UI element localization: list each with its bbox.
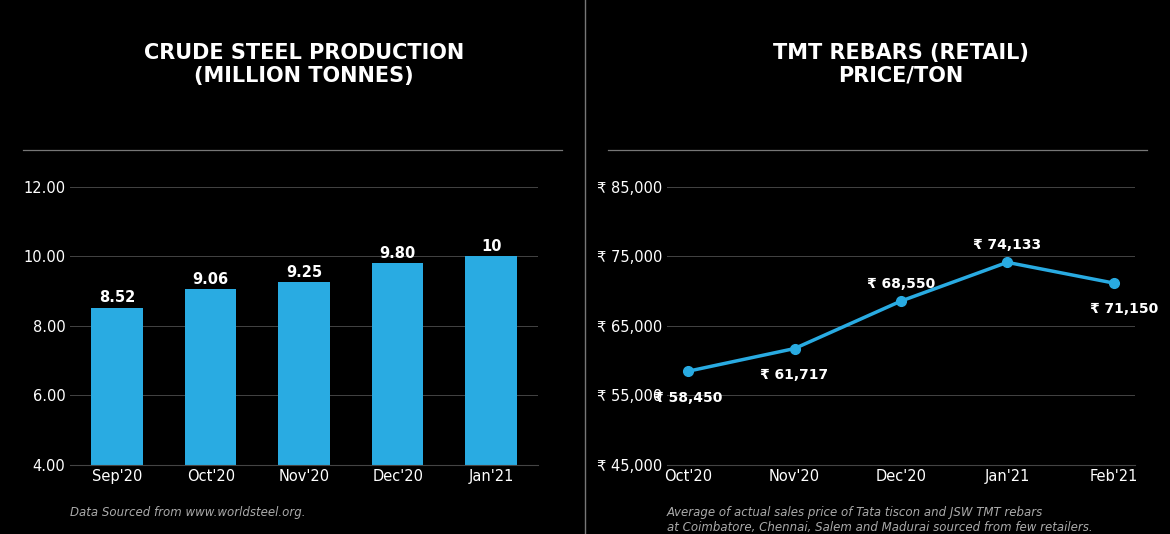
Text: ₹ 58,450: ₹ 58,450 bbox=[654, 391, 722, 405]
Text: ₹ 71,150: ₹ 71,150 bbox=[1090, 302, 1158, 317]
Bar bbox=[185, 289, 236, 465]
Bar bbox=[278, 282, 330, 465]
Text: ₹ 74,133: ₹ 74,133 bbox=[973, 238, 1041, 252]
Text: 10: 10 bbox=[481, 239, 502, 254]
Text: 8.52: 8.52 bbox=[99, 290, 136, 305]
Text: 9.80: 9.80 bbox=[379, 246, 415, 261]
Text: TMT REBARS (RETAIL)
PRICE/TON: TMT REBARS (RETAIL) PRICE/TON bbox=[773, 43, 1028, 86]
Text: CRUDE STEEL PRODUCTION
(MILLION TONNES): CRUDE STEEL PRODUCTION (MILLION TONNES) bbox=[144, 43, 464, 86]
Bar bbox=[372, 263, 424, 465]
Text: ₹ 68,550: ₹ 68,550 bbox=[867, 277, 935, 290]
Bar bbox=[91, 308, 143, 465]
Bar bbox=[466, 256, 517, 465]
Text: Average of actual sales price of Tata tiscon and JSW TMT rebars
at Coimbatore, C: Average of actual sales price of Tata ti… bbox=[667, 506, 1093, 534]
Text: 9.25: 9.25 bbox=[287, 265, 322, 280]
Text: ₹ 61,717: ₹ 61,717 bbox=[760, 368, 828, 382]
Text: Data Sourced from www.worldsteel.org.: Data Sourced from www.worldsteel.org. bbox=[70, 506, 305, 519]
Text: 9.06: 9.06 bbox=[193, 271, 229, 287]
